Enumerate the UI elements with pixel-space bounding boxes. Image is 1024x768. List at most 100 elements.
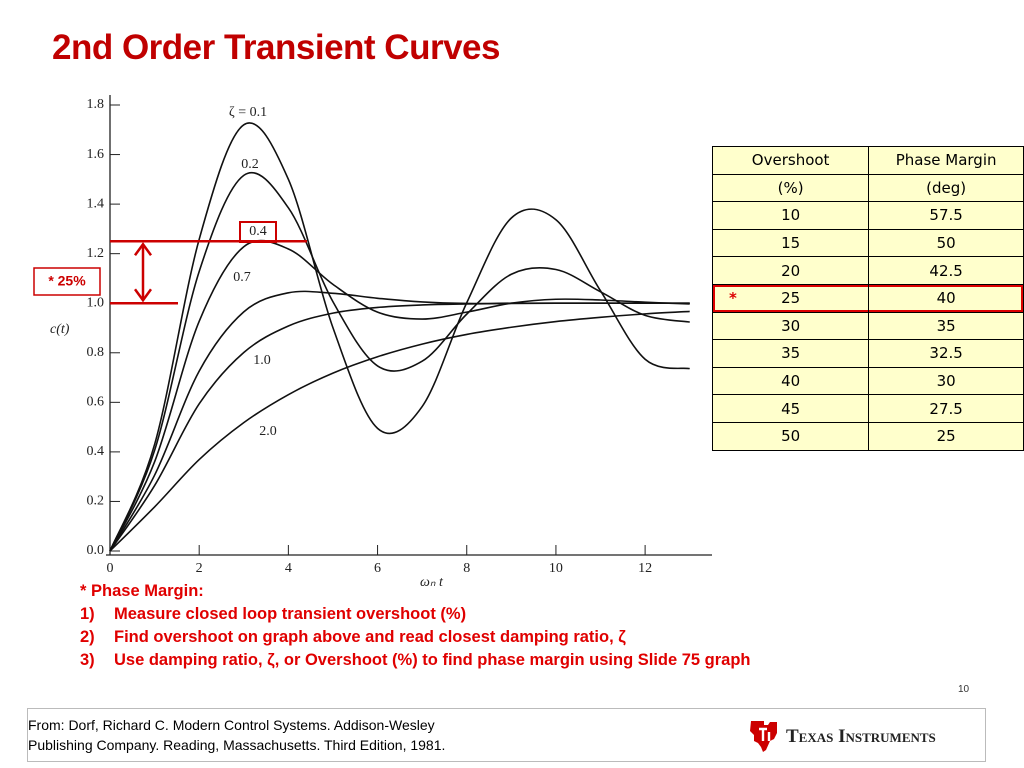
- table-row: 40 30: [711, 366, 1024, 396]
- table-row: 10 57.5: [711, 201, 1024, 230]
- table-cell: 42.5: [868, 256, 1024, 285]
- table-cell: 20: [711, 256, 870, 285]
- x-tick-label: 12: [638, 561, 652, 576]
- annotation-label: * 25%: [48, 273, 86, 289]
- slide-title: 2nd Order Transient Curves: [52, 28, 500, 67]
- x-axis-label: ωₙ t: [420, 575, 444, 590]
- curve-label: 0.4: [249, 224, 267, 239]
- notes-heading: * Phase Margin:: [80, 582, 204, 600]
- response-curve: [109, 122, 690, 552]
- table-cell: 45: [711, 394, 870, 423]
- note-text: Use damping ratio, ζ, or Overshoot (%) t…: [114, 651, 751, 669]
- table-cell: 32.5: [868, 339, 1024, 368]
- curve-label: 0.7: [233, 270, 251, 285]
- table-value: 32.5: [929, 344, 963, 363]
- y-tick-label: 0.4: [87, 444, 105, 459]
- table-row: * 25 40: [711, 283, 1024, 313]
- table-value: 15: [781, 234, 801, 253]
- response-curve: [109, 310, 690, 552]
- chart: 0.0 0.2 0.4 0.6 0.8 1.0 1.2 1.4 1.6 1.8 0 2 4 6 8 10 12 ω…: [33, 95, 712, 590]
- table-value: 25: [781, 289, 801, 308]
- curve-label: 0.2: [241, 157, 259, 172]
- table-value: 40: [781, 372, 801, 391]
- table-value: 50: [936, 234, 956, 253]
- table-cell: 30: [868, 366, 1024, 396]
- table-cell: 50: [711, 421, 870, 451]
- note-item: 2) Find overshoot on graph above and read…: [80, 626, 751, 649]
- table-cell: 40: [711, 366, 870, 396]
- x-tick-label: 6: [374, 561, 381, 576]
- note-number: 1): [80, 605, 95, 623]
- table-cell: 27.5: [868, 394, 1024, 423]
- table-cell: 35: [868, 311, 1024, 341]
- table-header-cell: (deg): [868, 173, 1024, 203]
- table-cell: 15: [711, 228, 870, 258]
- table-header-row: Overshoot Phase Margin: [711, 146, 1024, 175]
- table-value: 35: [936, 316, 956, 335]
- arrow-head: [133, 288, 153, 303]
- y-tick-label: 0.8: [87, 345, 105, 360]
- y-tick-label: 1.0: [87, 295, 105, 310]
- table-row: 20 42.5: [711, 256, 1024, 285]
- table-header-cell: Overshoot: [711, 146, 870, 175]
- y-axis-label: c(t): [50, 322, 70, 337]
- response-curve: [109, 290, 690, 552]
- table-value: 25: [936, 427, 956, 446]
- table-value: 50: [781, 427, 801, 446]
- table-value: 30: [936, 372, 956, 391]
- y-tick-label: 1.6: [87, 147, 105, 162]
- curve-label: ζ = 0.1: [229, 105, 267, 120]
- table-value: 57.5: [929, 206, 963, 225]
- table-cell: 40: [868, 283, 1024, 313]
- logo: Texas Instruments: [748, 719, 978, 753]
- curve-label: 2.0: [259, 424, 277, 439]
- citation-line: From: Dorf, Richard C. Modern Control Sy…: [28, 717, 435, 733]
- table-cell: 35: [711, 339, 870, 368]
- response-curve: [109, 239, 690, 552]
- y-tick-label: 1.4: [87, 196, 105, 211]
- table-value: 20: [781, 261, 801, 280]
- table-row: 50 25: [711, 421, 1024, 451]
- table-cell: * 25: [711, 283, 870, 313]
- table-value: 10: [781, 206, 801, 225]
- table-row: 15 50: [711, 228, 1024, 258]
- y-tick-label: 0.6: [87, 395, 105, 410]
- note-text: Measure closed loop transient overshoot …: [114, 605, 467, 623]
- x-tick-label: 2: [196, 561, 203, 576]
- table-cell: 57.5: [868, 201, 1024, 230]
- table-value: 30: [781, 316, 801, 335]
- y-tick-label: 1.2: [87, 246, 105, 261]
- arrow-head: [133, 242, 153, 257]
- highlight-marker: *: [729, 289, 737, 308]
- y-tick-label: 0.0: [87, 543, 105, 558]
- table-cell: 25: [868, 421, 1024, 451]
- notes: * Phase Margin: 1) Measure closed loop tr…: [80, 580, 751, 672]
- table-row: 30 35: [711, 311, 1024, 341]
- footer: From: Dorf, Richard C. Modern Control Sy…: [27, 708, 986, 762]
- x-tick-label: 0: [107, 561, 114, 576]
- table-value: 42.5: [929, 261, 963, 280]
- table-value: 45: [781, 399, 801, 418]
- note-item: 1) Measure closed loop transient overshoo…: [80, 603, 751, 626]
- page-number: 10: [958, 684, 970, 695]
- table-cell: 10: [711, 201, 870, 230]
- annotation-box: [33, 267, 101, 296]
- ti-icon: [750, 721, 777, 752]
- note-item: 3) Use damping ratio, ζ, or Overshoot (%)…: [80, 649, 751, 672]
- table-cell: 30: [711, 311, 870, 341]
- citation-line: Publishing Company. Reading, Massachuset…: [28, 737, 446, 753]
- x-tick-label: 8: [463, 561, 470, 576]
- note-number: 2): [80, 628, 95, 646]
- y-tick-label: 1.8: [87, 97, 105, 112]
- x-tick-label: 4: [285, 561, 292, 576]
- note-number: 3): [80, 651, 95, 669]
- table-cell: 50: [868, 228, 1024, 258]
- response-curve: [109, 171, 690, 552]
- table-row: 35 32.5: [711, 339, 1024, 368]
- table-row: 45 27.5: [711, 394, 1024, 423]
- table-value: 27.5: [929, 399, 963, 418]
- phase-margin-table: Overshoot Phase Margin (%) (deg) 10 57.5 15 50 2…: [711, 146, 1024, 451]
- note-text: Find overshoot on graph above and read c…: [114, 628, 626, 646]
- table-header-cell: (%): [711, 173, 870, 203]
